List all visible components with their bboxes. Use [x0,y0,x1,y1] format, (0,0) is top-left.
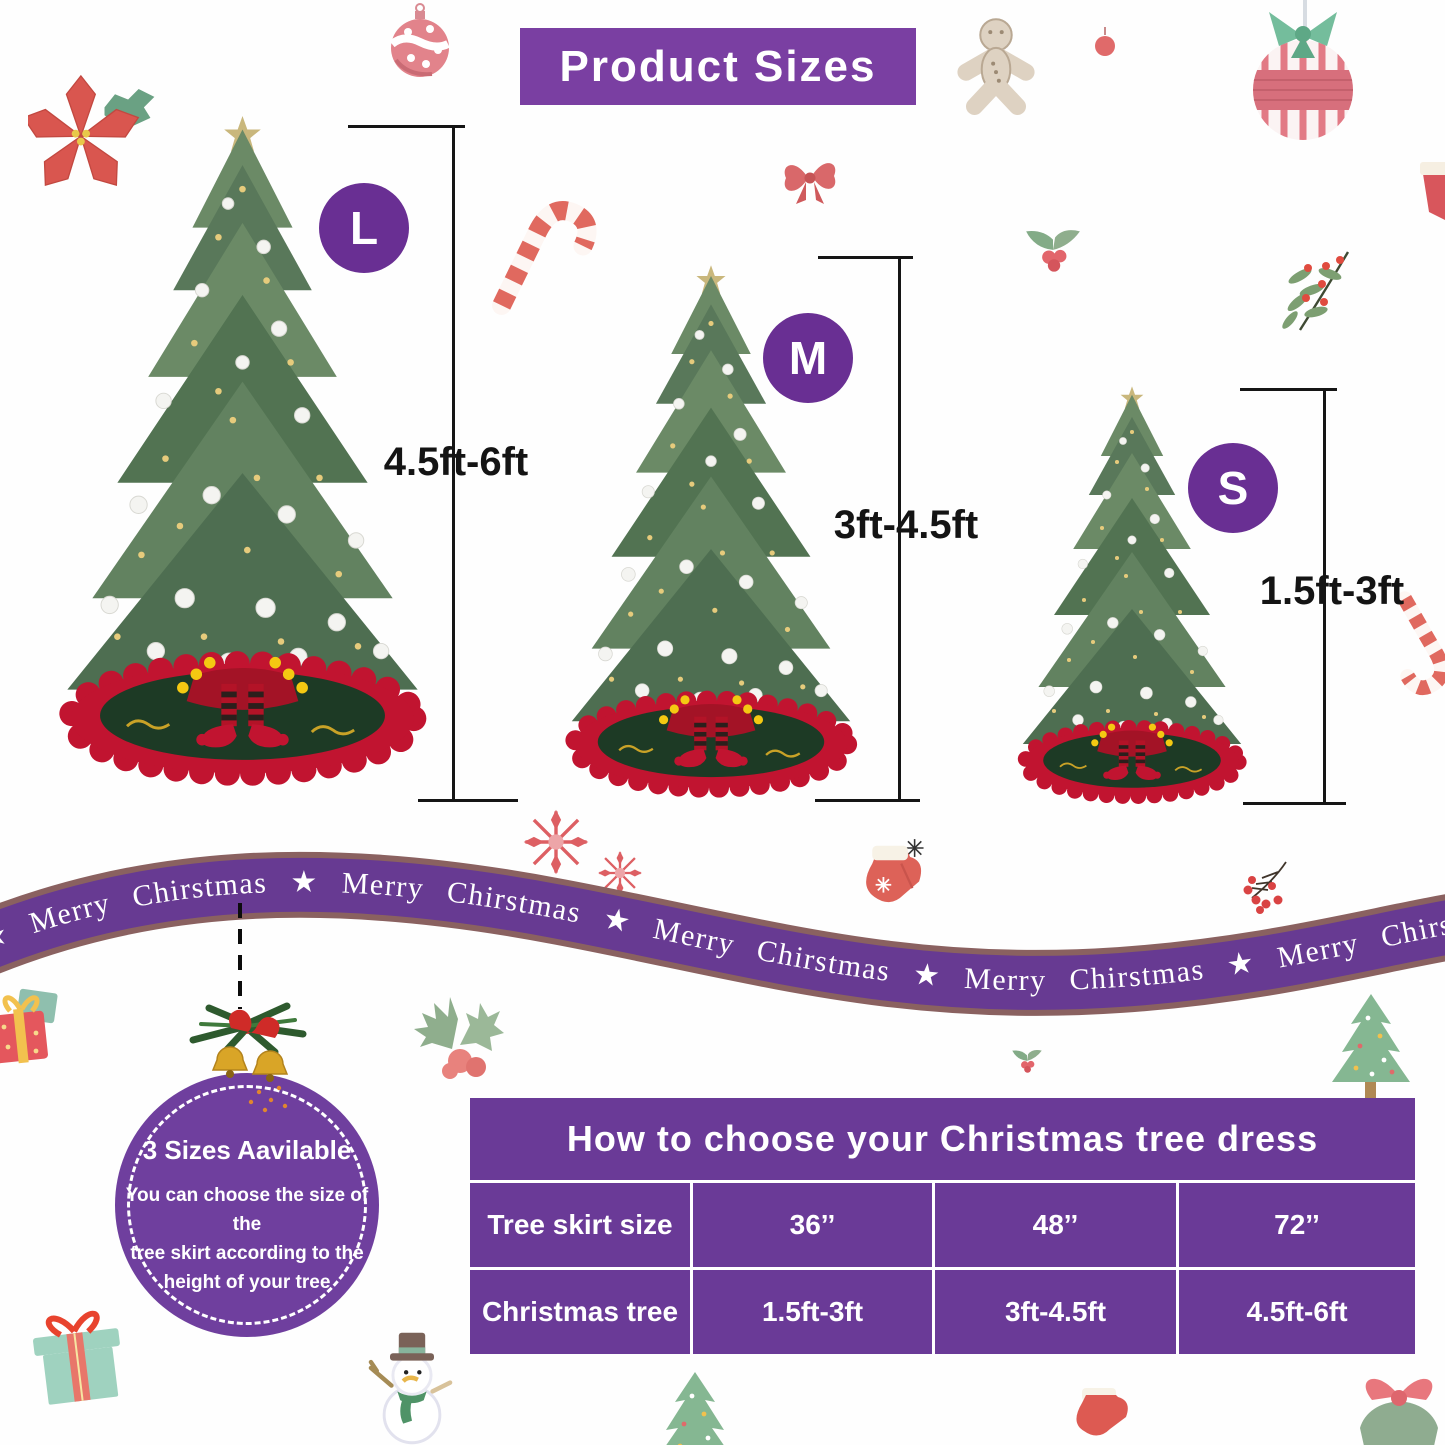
size-range-s: 1.5ft-3ft [1259,569,1405,613]
snowflake-small-icon [596,850,644,896]
dashed-connector-line [238,903,242,1009]
hanging-ornament-bow-icon [1253,0,1353,140]
info-badge-dashed-ring [127,1085,367,1325]
polka-ornament-icon [389,3,450,77]
snowflake-large-icon [522,806,590,878]
page-title-banner: Product Sizes [520,28,916,105]
measure-cap-bottom-m [815,799,920,802]
holly-small-icon [1010,1040,1044,1084]
table-cell-tree-m: 3ft-4.5ft [935,1270,1176,1354]
holly-berries-icon [414,997,504,1079]
size-badge-s: S [1188,443,1278,533]
info-badge-body: You can choose the size of the tree skir… [115,1181,379,1297]
poinsettia-icon [28,74,155,186]
measure-cap-top-l [348,125,465,128]
size-range-l: 4.5ft-6ft [383,440,529,484]
measure-cap-bottom-l [418,799,518,802]
gift-green-icon [1360,1378,1438,1445]
measure-cap-top-s [1240,388,1337,391]
info-badge-title: 3 Sizes Aavilable [142,1135,352,1165]
measure-stem-l [452,125,455,802]
mistletoe-branch-icon [1282,251,1350,331]
red-bow-icon [784,163,836,204]
stocking-right-icon [1420,162,1445,220]
table-cell-tree-s: 1.5ft-3ft [693,1270,932,1354]
table-cell-skirt-36: 36’’ [693,1183,932,1267]
size-table: How to choose your Christmas tree dress … [470,1098,1415,1354]
snowman-icon [368,1332,453,1445]
size-badge-s-letter: S [1217,462,1249,514]
page-title: Product Sizes [559,41,877,91]
table-row-header-tree: Christmas tree [470,1270,690,1354]
size-badge-m: M [763,313,853,403]
table-cell-skirt-72: 72’’ [1179,1183,1415,1267]
info-badge: 3 Sizes Aavilable You can choose the siz… [115,1073,379,1337]
measure-cap-top-m [818,256,913,259]
holly-icon [1022,220,1084,284]
gift-box-icon [33,1310,120,1405]
gingerbread-man-icon [957,18,1035,115]
info-badge-line-3: height of your tree [163,1272,331,1293]
stocking-bottom-icon [1076,1388,1128,1436]
gift-pair-icon [0,988,58,1064]
table-cell-skirt-48: 48’’ [935,1183,1176,1267]
measure-stem-s [1323,388,1326,805]
berries-branch-icon [1243,861,1287,914]
size-badge-l-letter: L [349,202,379,254]
bells-ornament-icon [189,1002,307,1113]
measure-stem-m [898,256,901,802]
size-badge-l: L [319,183,409,273]
size-range-m: 3ft-4.5ft [833,503,979,547]
mini-bauble-icon [1095,27,1115,56]
table-cell-tree-l: 4.5ft-6ft [1179,1270,1415,1354]
measure-cap-bottom-s [1243,802,1346,805]
table-row-header-skirt: Tree skirt size [470,1183,690,1267]
stocking-snowflake-icon [866,839,924,903]
size-table-title: How to choose your Christmas tree dress [470,1098,1415,1183]
small-tree-icon [652,1366,738,1445]
size-badge-m-letter: M [788,332,828,384]
pine-tree-icon [1328,988,1414,1100]
info-badge-line-1: You can choose the size of the [125,1185,369,1235]
size-table-grid: Tree skirt size 36’’ 48’’ 72’’ Christmas… [470,1183,1415,1354]
info-badge-line-2: tree skirt according to the [130,1243,364,1264]
